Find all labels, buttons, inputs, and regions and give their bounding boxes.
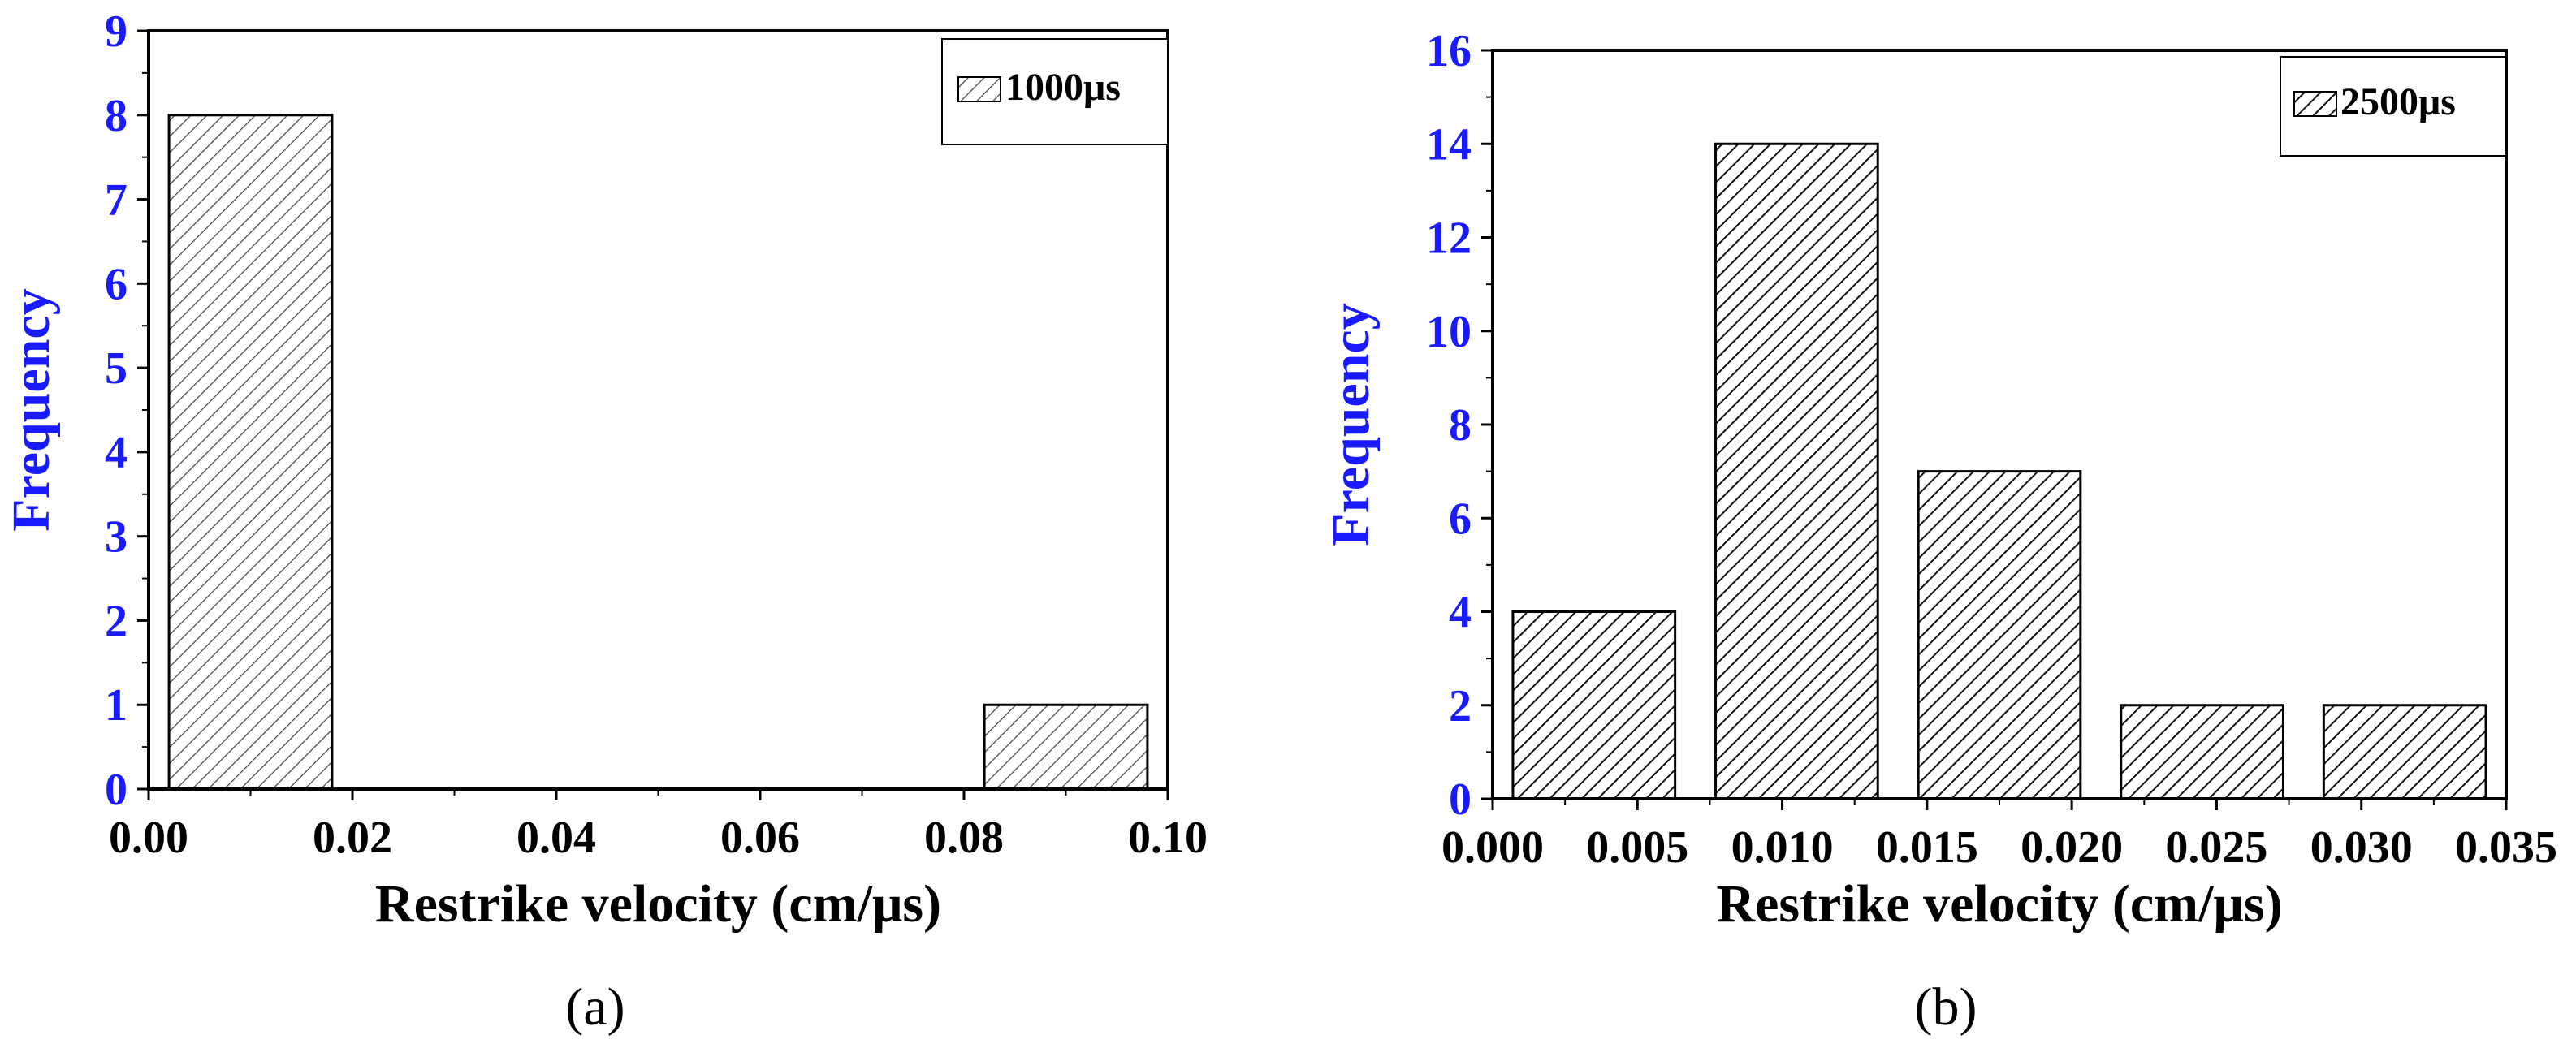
histogram-bar bbox=[983, 703, 1149, 791]
y-tick-label: 2 bbox=[1449, 681, 1472, 731]
legend-a: 1000μs bbox=[941, 38, 1169, 145]
y-axis-ticks-b: 0 2 4 6 8 10 12 14 16 bbox=[1426, 26, 1493, 825]
y-tick-label: 7 bbox=[105, 175, 128, 226]
legend-swatch-a bbox=[957, 76, 1001, 102]
histogram-bar bbox=[1511, 610, 1677, 800]
chart-panel-a: 0 1 2 3 4 5 6 7 8 9 0.00 0.02 0.04 0.06 0.08 0.10 Freq… bbox=[2, 6, 1208, 1037]
legend-label-b: 2500μs bbox=[2340, 80, 2456, 123]
y-tick-label: 6 bbox=[1449, 494, 1472, 544]
y-tick-label: 0 bbox=[105, 765, 128, 815]
y-axis-ticks-a: 0 1 2 3 4 5 6 7 8 9 bbox=[105, 6, 149, 815]
histogram-bar bbox=[2120, 704, 2284, 800]
x-tick-label: 0.06 bbox=[720, 813, 800, 863]
x-tick-label: 0.010 bbox=[1731, 822, 1834, 873]
y-tick-label: 14 bbox=[1426, 119, 1472, 170]
histogram-bar bbox=[2322, 704, 2487, 800]
histogram-bar bbox=[167, 114, 334, 791]
x-tick-label: 0.000 bbox=[1441, 822, 1544, 873]
y-tick-label: 16 bbox=[1426, 26, 1472, 76]
x-tick-label: 0.02 bbox=[313, 813, 392, 863]
histogram-bars-a bbox=[167, 114, 1149, 791]
x-tick-label: 0.025 bbox=[2165, 822, 2267, 873]
x-tick-label: 0.020 bbox=[2021, 822, 2123, 873]
y-tick-label: 4 bbox=[1449, 588, 1472, 638]
y-tick-label: 12 bbox=[1426, 213, 1472, 264]
x-tick-label: 0.030 bbox=[2310, 822, 2413, 873]
y-tick-label: 4 bbox=[105, 428, 128, 478]
y-tick-label: 0 bbox=[1449, 774, 1472, 825]
x-tick-label: 0.00 bbox=[109, 813, 188, 863]
histogram-bar bbox=[1714, 142, 1879, 800]
x-tick-label: 0.08 bbox=[924, 813, 1004, 863]
y-tick-label: 2 bbox=[105, 596, 128, 646]
y-tick-label: 6 bbox=[105, 259, 128, 309]
x-tick-label: 0.015 bbox=[1876, 822, 1978, 873]
panel-caption-a: (a) bbox=[565, 977, 625, 1037]
legend-swatch-b bbox=[2293, 91, 2337, 117]
histogram-bar bbox=[1917, 470, 2082, 800]
y-tick-label: 9 bbox=[105, 6, 128, 57]
x-axis-ticks-a: 0.00 0.02 0.04 0.06 0.08 0.10 bbox=[109, 789, 1208, 863]
x-axis-ticks-b: 0.000 0.005 0.010 0.015 0.020 0.025 0.030 0.035 bbox=[1441, 799, 2557, 873]
x-axis-label-a: Restrike velocity (cm/μs) bbox=[375, 874, 941, 934]
panel-caption-b: (b) bbox=[1915, 977, 1977, 1037]
x-axis-label-b: Restrike velocity (cm/μs) bbox=[1716, 874, 2282, 934]
y-tick-label: 10 bbox=[1426, 307, 1472, 357]
y-tick-label: 8 bbox=[105, 91, 128, 141]
y-tick-label: 5 bbox=[105, 343, 128, 394]
y-tick-label: 1 bbox=[105, 680, 128, 731]
legend-b: 2500μs bbox=[2280, 56, 2507, 157]
x-tick-label: 0.035 bbox=[2455, 822, 2557, 873]
legend-label-a: 1000μs bbox=[1005, 66, 1121, 109]
y-tick-label: 3 bbox=[105, 512, 128, 563]
histogram-bars-b bbox=[1511, 142, 2487, 800]
y-tick-label: 8 bbox=[1449, 400, 1472, 451]
y-axis-label-b: Frequency bbox=[1321, 303, 1381, 546]
y-axis-label-a: Frequency bbox=[2, 288, 61, 531]
x-tick-label: 0.10 bbox=[1128, 813, 1208, 863]
x-tick-label: 0.005 bbox=[1586, 822, 1688, 873]
x-tick-label: 0.04 bbox=[516, 813, 596, 863]
